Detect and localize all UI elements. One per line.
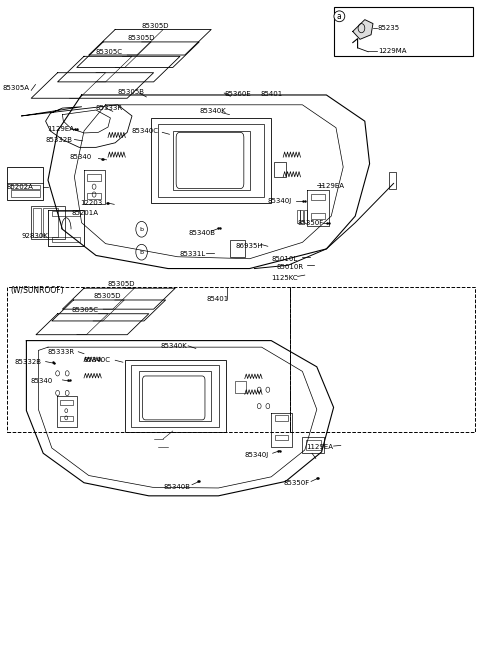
Text: 85305B: 85305B — [118, 88, 144, 95]
Bar — [139, 371, 211, 421]
Text: 92830K: 92830K — [22, 233, 48, 239]
Bar — [274, 162, 286, 177]
Text: 85340: 85340 — [30, 378, 52, 384]
Bar — [52, 237, 80, 242]
Text: 85340J: 85340J — [268, 198, 292, 204]
Text: 1125KC: 1125KC — [271, 274, 298, 281]
Bar — [52, 211, 80, 216]
Text: 85340K: 85340K — [199, 107, 226, 114]
Bar — [311, 213, 325, 219]
Text: 85332B: 85332B — [14, 359, 41, 365]
Bar — [11, 190, 40, 196]
Text: 85350F: 85350F — [298, 219, 324, 226]
Bar — [302, 437, 324, 453]
Text: 85305C: 85305C — [96, 48, 123, 55]
Polygon shape — [353, 20, 373, 39]
Text: 85401: 85401 — [206, 296, 228, 303]
Text: 85010R: 85010R — [277, 264, 304, 271]
Bar — [300, 210, 303, 223]
Text: 1129EA: 1129EA — [317, 183, 344, 189]
Text: 85331L: 85331L — [179, 251, 205, 257]
Text: 85305A: 85305A — [2, 84, 29, 91]
Bar — [275, 415, 288, 421]
Bar — [7, 287, 290, 432]
Text: 85401: 85401 — [261, 91, 283, 98]
Bar — [11, 185, 40, 189]
Bar — [334, 7, 473, 56]
Text: 85201A: 85201A — [71, 210, 98, 216]
Text: 1129EA: 1129EA — [47, 126, 74, 132]
Text: 85305D: 85305D — [142, 22, 169, 29]
Bar — [125, 360, 226, 432]
Text: 85305D: 85305D — [94, 293, 121, 299]
Text: 85340: 85340 — [70, 154, 92, 160]
Text: 85333R: 85333R — [48, 348, 75, 355]
Text: (W/SUNROOF): (W/SUNROOF) — [11, 286, 64, 295]
Text: 85340B: 85340B — [163, 483, 190, 490]
Bar — [304, 210, 307, 223]
Text: a: a — [337, 12, 342, 21]
Bar — [306, 440, 321, 450]
Bar — [7, 167, 43, 200]
Text: 1229MA: 1229MA — [378, 48, 406, 54]
Text: b: b — [140, 227, 144, 232]
Bar — [158, 124, 264, 196]
Bar — [131, 365, 219, 427]
Text: 1129EA: 1129EA — [306, 444, 333, 451]
Text: 85360E: 85360E — [225, 91, 252, 98]
Text: 86935H: 86935H — [235, 243, 263, 250]
Text: 85340B: 85340B — [188, 230, 215, 236]
Bar — [60, 416, 73, 421]
Text: 85305D: 85305D — [127, 35, 155, 41]
Bar — [311, 194, 325, 200]
Text: b: b — [140, 250, 144, 255]
Text: 12203: 12203 — [80, 200, 102, 206]
Bar — [389, 172, 396, 189]
Bar — [43, 208, 58, 237]
Bar — [297, 210, 300, 223]
Text: 85340K: 85340K — [161, 343, 188, 349]
Text: 85340C: 85340C — [131, 128, 158, 134]
Bar — [230, 240, 245, 257]
Bar — [33, 208, 41, 237]
Text: 85305D: 85305D — [108, 281, 135, 288]
Bar — [60, 400, 73, 405]
Bar — [173, 131, 250, 190]
Bar — [151, 118, 271, 203]
Text: 85340J: 85340J — [245, 452, 269, 458]
Text: 85202A: 85202A — [6, 183, 33, 190]
Text: 85235: 85235 — [378, 25, 400, 31]
Bar — [290, 287, 475, 432]
Bar — [31, 206, 65, 239]
Text: 85350F: 85350F — [283, 480, 310, 487]
Text: 85332B: 85332B — [46, 136, 72, 143]
Bar — [87, 193, 101, 199]
Bar — [235, 381, 246, 393]
Text: 85340C: 85340C — [84, 357, 111, 364]
Bar — [275, 435, 288, 440]
Text: 85010L: 85010L — [272, 256, 298, 263]
Text: 85333R: 85333R — [96, 105, 123, 111]
Text: 85305C: 85305C — [71, 307, 98, 313]
Bar — [87, 174, 101, 181]
